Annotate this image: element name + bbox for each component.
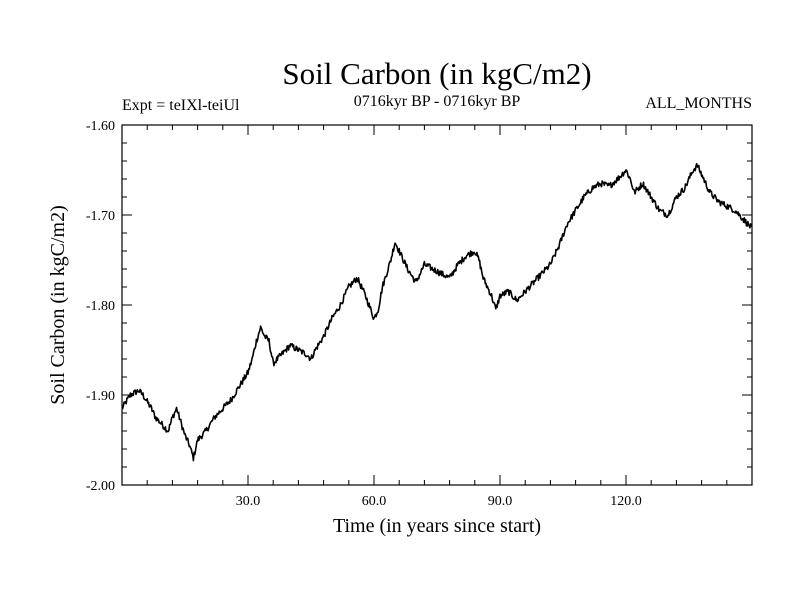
y-tick-label: -1.90 <box>86 389 115 404</box>
y-tick-label: -1.80 <box>86 299 115 314</box>
series-line <box>121 162 753 462</box>
chart-subtitle-right: ALL_MONTHS <box>645 95 752 112</box>
x-tick-label: 60.0 <box>362 494 387 509</box>
chart-subtitle-center: 0716kyr BP - 0716kyr BP <box>354 93 521 110</box>
x-tick-label: 90.0 <box>488 494 513 509</box>
chart-subtitle-left: Expt = teIXl-teiUl <box>122 97 240 114</box>
y-axis-label: Soil Carbon (in kgC/m2) <box>47 205 69 404</box>
x-tick-label: 30.0 <box>236 494 261 509</box>
y-tick-label: -2.00 <box>86 479 115 494</box>
x-axis-label: Time (in years since start) <box>333 515 541 537</box>
plot-frame <box>121 124 753 486</box>
y-tick-label: -1.60 <box>86 119 115 134</box>
x-tick-label: 120.0 <box>610 494 642 509</box>
y-tick-label: -1.70 <box>86 209 115 224</box>
chart-title: Soil Carbon (in kgC/m2) <box>282 56 591 91</box>
x-axis-ticks: 30.0 60.0 90.0 120.0 <box>121 125 753 509</box>
